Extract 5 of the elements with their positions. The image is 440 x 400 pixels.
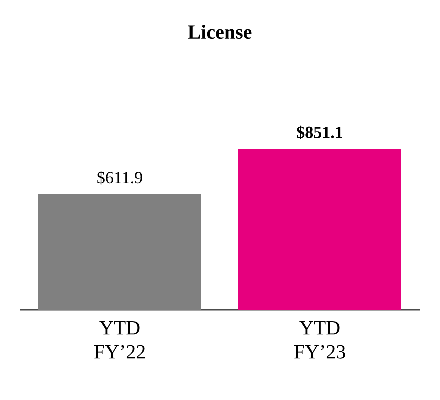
data-label: $851.1: [297, 126, 342, 140]
x-tick-label: YTD FY’22: [94, 322, 145, 359]
data-label: $611.9: [98, 171, 142, 185]
chart-title: License: [188, 24, 252, 40]
x-tick-label: YTD FY’23: [294, 322, 346, 359]
